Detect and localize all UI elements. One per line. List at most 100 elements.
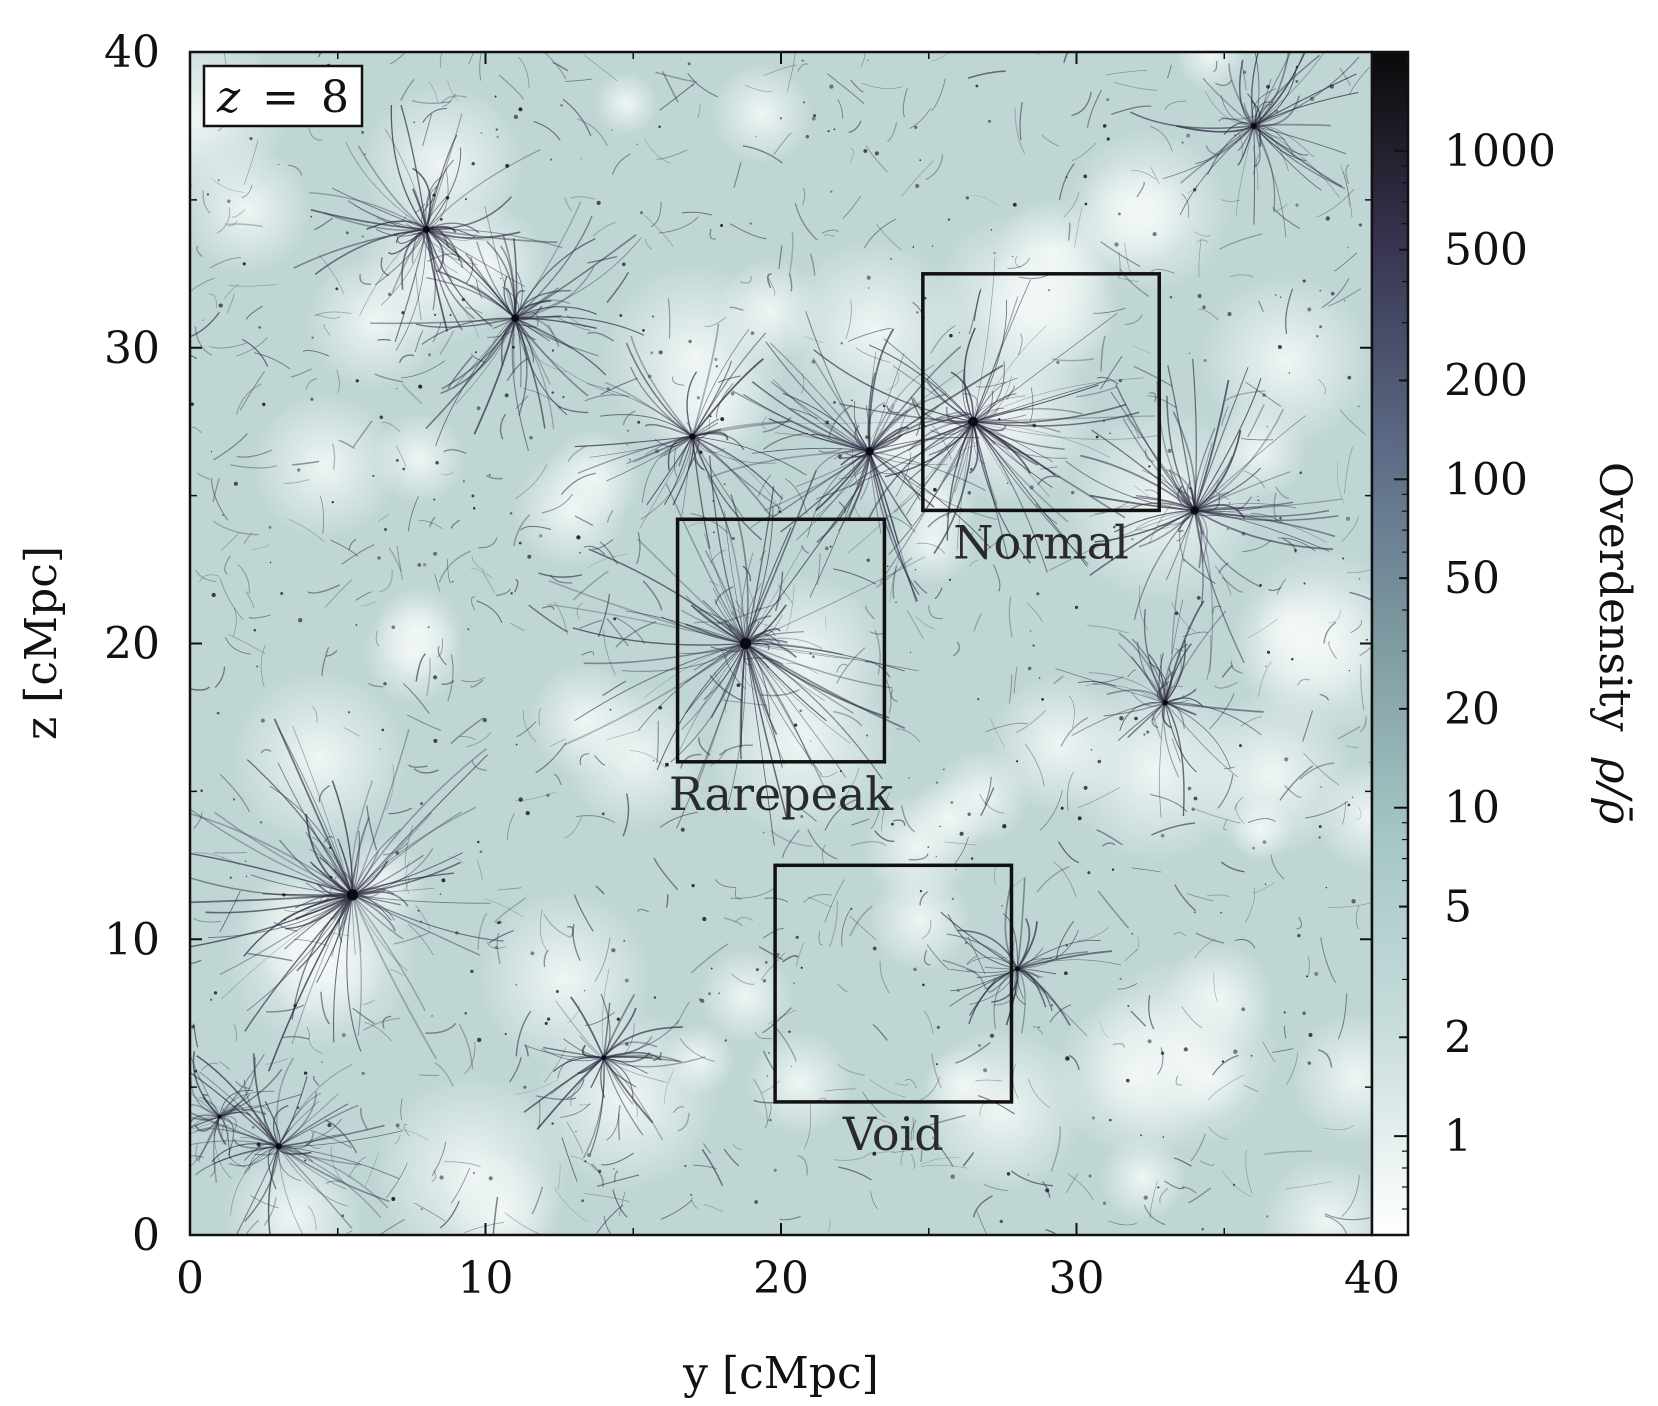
halo [912, 246, 915, 248]
filament [413, 768, 439, 774]
filament [885, 679, 892, 714]
halo [500, 277, 502, 280]
filament [493, 897, 526, 923]
cluster-filament [351, 729, 410, 896]
filament [1229, 274, 1254, 278]
region-label-normal: Normal [953, 515, 1129, 569]
cluster-filament [868, 345, 962, 452]
halo [601, 812, 605, 816]
halo [471, 162, 475, 166]
cluster-filament [1117, 643, 1166, 703]
filament [1041, 1181, 1051, 1198]
cluster-filament [869, 450, 997, 520]
filament [321, 647, 330, 676]
filament [893, 819, 906, 826]
halo [983, 1068, 988, 1073]
cluster-filament [867, 402, 886, 452]
cluster-filament [1005, 968, 1019, 1026]
filament [967, 70, 1006, 79]
cluster-filament [574, 643, 746, 721]
filament [509, 1057, 522, 1083]
region-label-void: Void [842, 1107, 944, 1161]
filament [213, 433, 248, 461]
halo [1302, 279, 1306, 283]
halo [691, 84, 694, 87]
filament [560, 1103, 591, 1118]
filament [592, 221, 616, 237]
halo [579, 551, 581, 554]
cluster-filament [972, 324, 1048, 422]
filament [426, 657, 431, 696]
halo [467, 628, 470, 631]
halo [833, 128, 836, 131]
filament [306, 1027, 310, 1039]
halo [769, 1119, 772, 1122]
filament [777, 494, 784, 514]
filament [450, 1167, 471, 1204]
filament [709, 549, 727, 564]
filament [993, 865, 997, 885]
filament [196, 472, 211, 480]
cluster-filament [973, 411, 1140, 427]
filament [650, 201, 662, 228]
filament [468, 52, 476, 65]
density-map [188, 50, 1374, 1237]
cluster-filament [869, 369, 964, 452]
cluster-filament [957, 929, 1019, 970]
filament [390, 52, 406, 65]
region-box-void [773, 863, 1014, 1104]
halo [793, 723, 798, 727]
filament [443, 449, 467, 454]
cluster-filament [745, 643, 851, 744]
filament [1360, 664, 1365, 711]
halo [304, 1159, 307, 1162]
filament [1350, 620, 1363, 634]
filament [1074, 206, 1083, 248]
filament [319, 254, 345, 295]
cluster-filament [505, 288, 516, 319]
cluster-filament [956, 421, 974, 551]
filament [931, 78, 946, 112]
halo [621, 262, 626, 267]
filament [536, 1095, 577, 1101]
cluster-filament [1194, 503, 1297, 511]
halo [1351, 796, 1354, 798]
cluster-filament [869, 450, 935, 508]
cluster-filament [1253, 125, 1315, 158]
cluster-filament [352, 754, 488, 896]
filament [1050, 1125, 1061, 1172]
filament [1305, 800, 1349, 819]
halo [551, 391, 554, 394]
halo [1297, 933, 1301, 938]
filament [567, 445, 587, 463]
filament [1150, 793, 1188, 813]
halo [245, 875, 248, 878]
cluster-filament [1253, 125, 1341, 199]
halo [213, 991, 218, 995]
filament [440, 471, 454, 476]
halo [684, 1164, 687, 1168]
halo [510, 592, 513, 595]
filament [581, 651, 594, 656]
filament [312, 1076, 320, 1087]
halo [987, 119, 992, 123]
halo [809, 740, 812, 742]
filament [441, 680, 455, 685]
void-patch [306, 253, 443, 391]
halo [1148, 465, 1151, 468]
halo [1203, 359, 1207, 362]
halo [1064, 971, 1068, 976]
cluster-filament [357, 145, 427, 231]
filament [219, 578, 244, 621]
filament [564, 197, 572, 212]
cluster-filament [524, 1044, 604, 1059]
filament [1245, 1149, 1253, 1195]
cluster-filament [813, 349, 974, 423]
filament [396, 1128, 429, 1141]
cluster-filament [972, 421, 1053, 489]
filament [774, 571, 784, 612]
cluster-filament [352, 812, 432, 896]
filament [429, 517, 436, 528]
halo [451, 580, 454, 583]
